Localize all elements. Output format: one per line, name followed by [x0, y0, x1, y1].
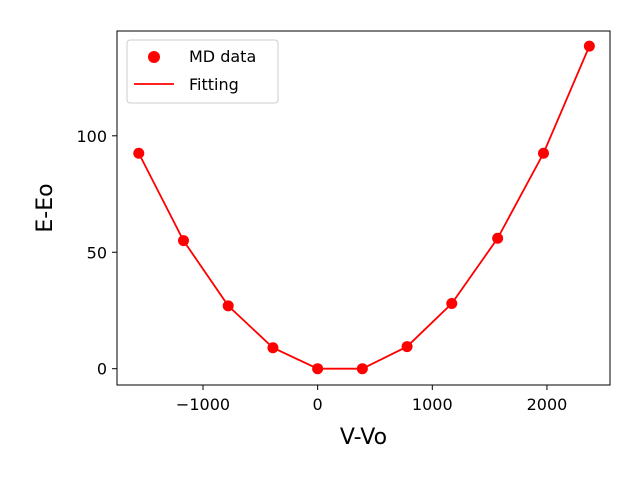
y-tick-label: 100: [76, 127, 107, 146]
y-tick-label: 50: [87, 243, 107, 262]
y-axis-ticks: 0 50 100: [76, 127, 117, 379]
y-axis-label: E-Eo: [33, 183, 58, 232]
x-axis-ticks: −1000 0 1000 2000: [176, 385, 567, 414]
x-tick-label: 0: [313, 395, 323, 414]
y-tick-label: 0: [97, 360, 107, 379]
x-tick-label: 2000: [527, 395, 568, 414]
legend-marker-md-data: [148, 51, 160, 63]
md-data-point: [401, 341, 413, 353]
md-data-point: [222, 300, 234, 312]
legend-label-fitting: Fitting: [189, 75, 239, 94]
points-layer: [133, 40, 595, 375]
plot-area-frame: [116, 30, 611, 386]
md-data-point: [312, 363, 324, 375]
md-data-point: [133, 147, 145, 159]
md-data-point: [267, 342, 279, 354]
x-axis-label: V-Vo: [340, 425, 387, 450]
md-data-point: [178, 235, 189, 247]
legend: MD data Fitting: [126, 39, 279, 104]
md-data-point: [446, 297, 458, 309]
md-data-point: [492, 232, 504, 244]
legend-label-md-data: MD data: [189, 47, 256, 66]
md-data-point: [538, 147, 549, 159]
md-data-point: [356, 363, 368, 375]
md-data-point: [583, 40, 595, 52]
x-tick-label: −1000: [176, 395, 230, 414]
legend-frame: [126, 39, 279, 104]
x-tick-label: 1000: [412, 395, 453, 414]
